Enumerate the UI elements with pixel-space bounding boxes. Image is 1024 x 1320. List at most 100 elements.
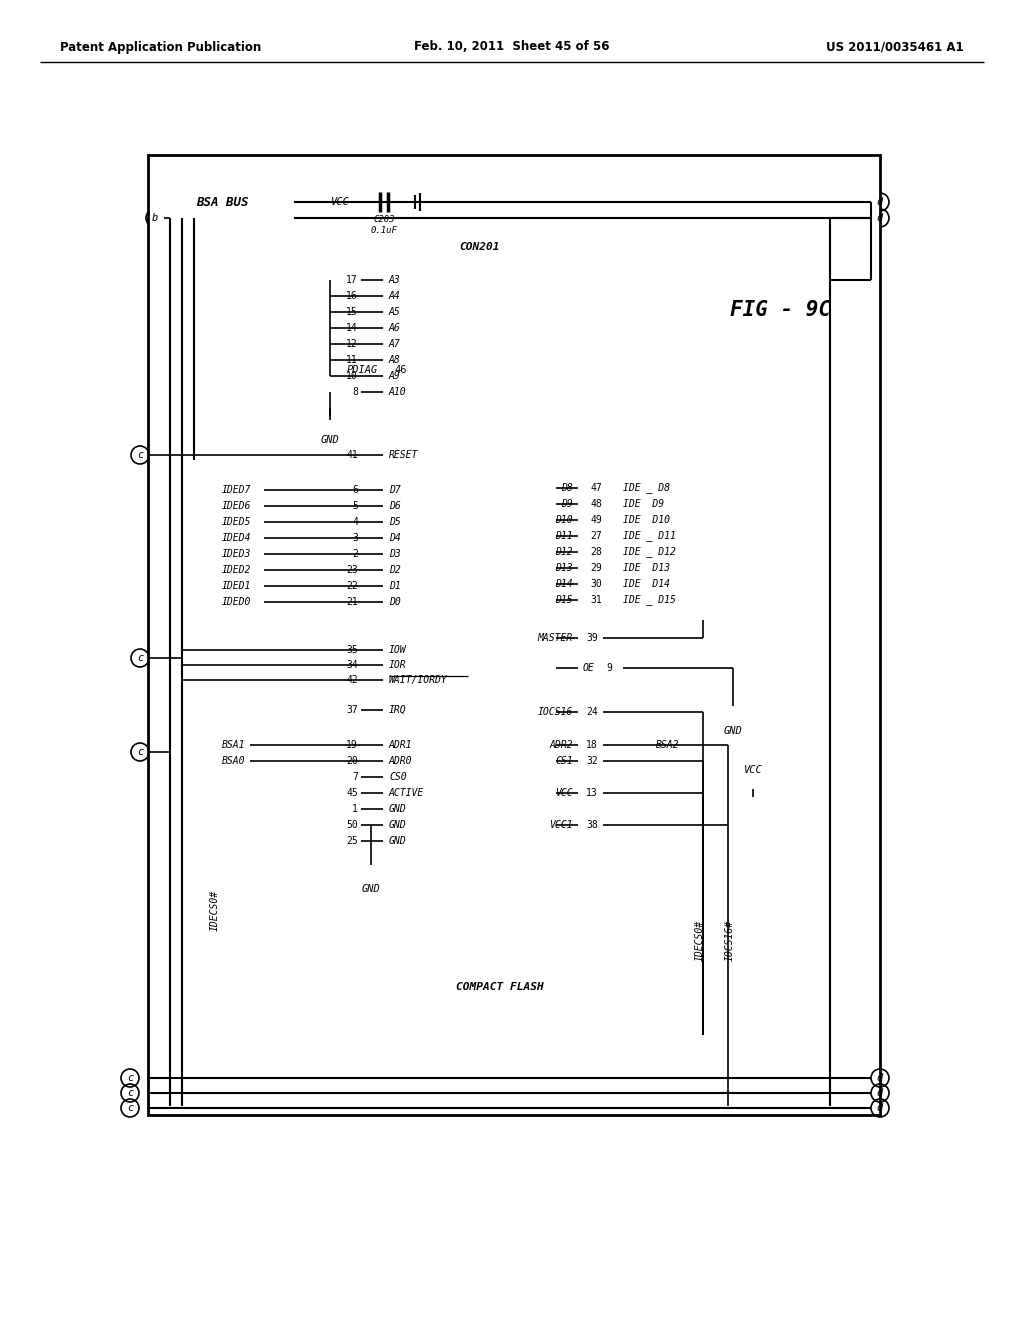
Circle shape <box>328 326 333 330</box>
Text: 23: 23 <box>346 565 358 576</box>
Text: GND: GND <box>389 836 407 846</box>
Text: IDED6: IDED6 <box>222 502 251 511</box>
Text: IDED0: IDED0 <box>222 597 251 607</box>
Text: RESET: RESET <box>389 450 419 459</box>
Text: PDIAG: PDIAG <box>347 366 378 375</box>
Text: 17: 17 <box>346 275 358 285</box>
Text: A8: A8 <box>389 355 400 366</box>
Text: d: d <box>877 213 883 223</box>
Text: c: c <box>127 1073 133 1082</box>
Text: 49: 49 <box>590 515 602 525</box>
Text: IDED4: IDED4 <box>222 533 251 543</box>
Text: IOR: IOR <box>389 660 407 671</box>
Text: ADR0: ADR0 <box>389 756 413 766</box>
Text: VCC: VCC <box>331 197 350 207</box>
Text: 10: 10 <box>346 371 358 381</box>
Text: D9: D9 <box>561 499 573 510</box>
Text: 24: 24 <box>586 708 598 717</box>
Circle shape <box>328 342 333 346</box>
Text: c: c <box>127 1104 133 1113</box>
Text: 21: 21 <box>346 597 358 607</box>
Text: IDE _ D8: IDE _ D8 <box>623 483 670 494</box>
Text: b: b <box>152 213 158 223</box>
Text: 19: 19 <box>346 741 358 750</box>
Text: CS1: CS1 <box>555 756 573 766</box>
Text: c: c <box>137 747 143 756</box>
Text: IOCS16: IOCS16 <box>538 708 573 717</box>
Text: 50: 50 <box>346 820 358 830</box>
Text: d: d <box>877 1073 883 1082</box>
Text: 0.1uF: 0.1uF <box>371 226 397 235</box>
Text: 30: 30 <box>590 579 602 589</box>
Text: 39: 39 <box>586 634 598 643</box>
Text: A6: A6 <box>389 323 400 333</box>
Text: D12: D12 <box>555 546 573 557</box>
Text: IDE _ D15: IDE _ D15 <box>623 594 676 606</box>
Text: D1: D1 <box>389 581 400 591</box>
Text: 12: 12 <box>346 339 358 348</box>
Bar <box>383 261 578 978</box>
Circle shape <box>369 838 374 843</box>
Text: IDE _ D12: IDE _ D12 <box>623 546 676 557</box>
Text: D7: D7 <box>389 484 400 495</box>
Text: IDE _ D11: IDE _ D11 <box>623 531 676 541</box>
Text: D8: D8 <box>561 483 573 492</box>
Text: D4: D4 <box>389 533 400 543</box>
Text: A3: A3 <box>389 275 400 285</box>
Text: BSA2: BSA2 <box>656 741 680 750</box>
Text: 32: 32 <box>586 756 598 766</box>
Text: IOCS16#: IOCS16# <box>725 920 735 961</box>
Text: A10: A10 <box>389 387 407 397</box>
Text: 41: 41 <box>346 450 358 459</box>
Text: d: d <box>877 1088 883 1098</box>
Text: 47: 47 <box>590 483 602 492</box>
Text: VCC: VCC <box>743 766 763 775</box>
Bar <box>578 459 850 1060</box>
Text: BSA0: BSA0 <box>222 756 246 766</box>
Text: IDED7: IDED7 <box>222 484 251 495</box>
Text: C203: C203 <box>374 215 394 224</box>
Text: BSA1: BSA1 <box>222 741 246 750</box>
Text: IDED5: IDED5 <box>222 517 251 527</box>
Text: CS0: CS0 <box>389 772 407 781</box>
Text: 48: 48 <box>590 499 602 510</box>
Text: c: c <box>137 653 143 663</box>
Text: 7: 7 <box>352 772 358 781</box>
Text: IRQ: IRQ <box>389 705 407 715</box>
Text: D2: D2 <box>389 565 400 576</box>
Text: US 2011/0035461 A1: US 2011/0035461 A1 <box>826 41 964 54</box>
Text: IDECS0#: IDECS0# <box>210 890 220 931</box>
Circle shape <box>328 358 333 363</box>
Text: D5: D5 <box>389 517 400 527</box>
Text: 9: 9 <box>606 663 612 673</box>
Text: 25: 25 <box>346 836 358 846</box>
Text: D0: D0 <box>389 597 400 607</box>
Text: 13: 13 <box>586 788 598 799</box>
Text: 20: 20 <box>346 756 358 766</box>
Text: A5: A5 <box>389 308 400 317</box>
Text: A4: A4 <box>389 290 400 301</box>
Bar <box>148 154 880 1115</box>
Text: GND: GND <box>389 804 407 814</box>
Text: GND: GND <box>389 820 407 830</box>
Text: 35: 35 <box>346 645 358 655</box>
Text: D6: D6 <box>389 502 400 511</box>
Text: D10: D10 <box>555 515 573 525</box>
Text: 46: 46 <box>394 366 408 375</box>
Bar <box>423 940 578 1035</box>
Text: IDE  D14: IDE D14 <box>623 579 670 589</box>
Text: BSA BUS: BSA BUS <box>196 195 248 209</box>
Text: 28: 28 <box>590 546 602 557</box>
Text: 8: 8 <box>352 387 358 397</box>
Text: 27: 27 <box>590 531 602 541</box>
Text: 3: 3 <box>352 533 358 543</box>
Text: d: d <box>877 1104 883 1113</box>
Text: OE: OE <box>583 663 595 673</box>
Text: 11: 11 <box>346 355 358 366</box>
Text: 6: 6 <box>352 484 358 495</box>
Text: 45: 45 <box>346 788 358 799</box>
Text: IDE  D9: IDE D9 <box>623 499 665 510</box>
Text: c: c <box>137 450 143 459</box>
Bar <box>578 475 730 620</box>
Text: D3: D3 <box>389 549 400 558</box>
